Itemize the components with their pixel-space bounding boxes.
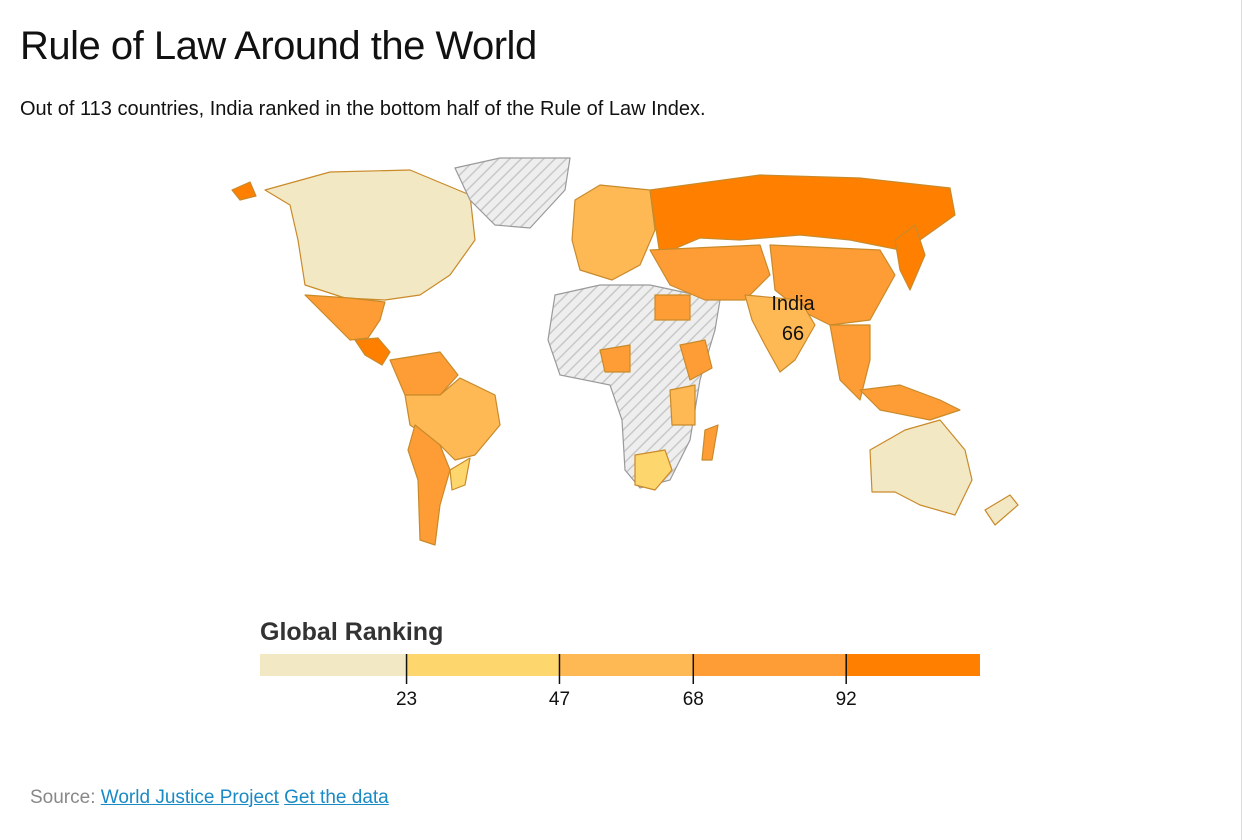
legend-tick-label: 23 bbox=[396, 689, 417, 710]
country bbox=[649, 244, 771, 301]
country bbox=[984, 494, 1019, 526]
map: India 66 Global Ranking 23 47 68 92 bbox=[231, 157, 1019, 710]
country bbox=[634, 449, 673, 491]
country bbox=[859, 384, 961, 421]
country bbox=[571, 184, 656, 281]
country bbox=[744, 294, 816, 373]
annotation-value: 66 bbox=[782, 323, 804, 345]
source: Source: World Justice Project Get the da… bbox=[30, 787, 389, 809]
country bbox=[829, 324, 871, 401]
legend-bin bbox=[260, 654, 407, 676]
title: Rule of Law Around the World bbox=[20, 24, 537, 68]
country bbox=[654, 294, 691, 321]
country bbox=[304, 294, 386, 341]
subtitle: Out of 113 countries, India ranked in th… bbox=[20, 98, 706, 120]
legend-bin bbox=[846, 654, 980, 676]
legend-tick-label: 47 bbox=[549, 689, 570, 710]
countries bbox=[231, 157, 1019, 546]
legend-tick-label: 68 bbox=[683, 689, 704, 710]
country bbox=[894, 224, 926, 291]
country bbox=[547, 284, 721, 489]
legend-bin bbox=[559, 654, 694, 676]
legend-bin bbox=[406, 654, 560, 676]
source-link[interactable]: World Justice Project bbox=[100, 787, 279, 808]
country bbox=[454, 157, 571, 229]
data-link[interactable]: Get the data bbox=[284, 787, 389, 808]
country bbox=[407, 424, 451, 546]
legend-bin bbox=[693, 654, 847, 676]
country bbox=[679, 339, 713, 381]
country bbox=[669, 384, 696, 426]
country bbox=[264, 169, 476, 301]
country bbox=[389, 351, 459, 396]
legend-tick-label: 92 bbox=[836, 689, 857, 710]
annotation-label: India bbox=[771, 293, 815, 315]
country bbox=[449, 457, 471, 491]
legend: 23 47 68 92 bbox=[260, 654, 980, 710]
country bbox=[701, 424, 719, 461]
country bbox=[869, 419, 973, 516]
country bbox=[231, 181, 257, 201]
country bbox=[354, 337, 391, 366]
country bbox=[599, 344, 631, 373]
legend-title: Global Ranking bbox=[260, 618, 443, 646]
source-label: Source: bbox=[30, 787, 96, 808]
